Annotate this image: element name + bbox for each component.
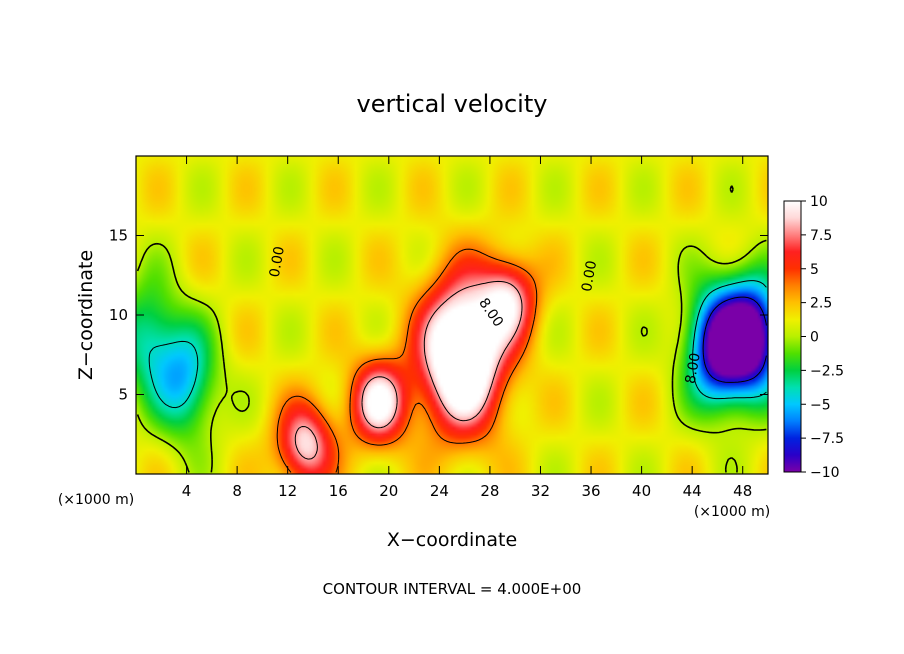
contour-line — [294, 280, 523, 460]
colorbar-tick-label: 5 — [810, 262, 819, 278]
contour-lines — [136, 185, 767, 473]
x-tick-label: 28 — [480, 482, 499, 500]
y-tick-label: 5 — [118, 386, 128, 404]
plot-area — [136, 156, 768, 474]
colorbar-tick-label: 10 — [810, 194, 828, 210]
colorbar: 10 7.5 5 2.5 0 −2.5 −5 −7.5 −10 — [783, 194, 844, 481]
chart-title: vertical velocity — [357, 90, 548, 118]
contour-label: 0.00 — [267, 245, 288, 278]
x-tick-label: 36 — [581, 482, 600, 500]
colorbar-gradient — [784, 201, 801, 472]
contour-label: 0.00 — [579, 259, 600, 292]
contour-interval-note: CONTOUR INTERVAL = 4.000E+00 — [323, 580, 582, 598]
y-tick-label: 15 — [109, 227, 128, 245]
contour-line — [276, 248, 538, 473]
colorbar-tick-label: 0 — [810, 330, 819, 346]
colorbar-tick-label: −10 — [810, 465, 840, 481]
y-axis-title: Z−coordinate — [75, 250, 97, 380]
contour-line — [702, 296, 767, 383]
colorbar-tick-label: −5 — [810, 397, 831, 413]
x-tick-label: 12 — [278, 482, 297, 500]
y-tick-label: 10 — [109, 306, 128, 324]
contour-line — [136, 185, 767, 473]
heatmap-field — [136, 156, 768, 474]
colorbar-tick-label: 7.5 — [810, 228, 832, 244]
x-tick-label: 44 — [683, 482, 702, 500]
colorbar-tick-label: −2.5 — [810, 363, 844, 379]
x-tick-label: 40 — [632, 482, 651, 500]
x-unit-left: (×1000 m) — [58, 492, 134, 508]
x-tick-label: 8 — [232, 482, 242, 500]
y-axis: 5 10 15 — [109, 227, 768, 404]
x-tick-label: 32 — [531, 482, 550, 500]
x-tick-label: 4 — [182, 482, 192, 500]
x-tick-label: 16 — [329, 482, 348, 500]
contour-label: 8.00 — [683, 352, 704, 385]
x-tick-label: 20 — [379, 482, 398, 500]
x-unit-right: (×1000 m) — [694, 504, 770, 520]
x-axis: 4 8 12 16 20 24 28 32 36 40 44 48 — [182, 156, 752, 500]
colorbar-ticks: 10 7.5 5 2.5 0 −2.5 −5 −7.5 −10 — [801, 194, 844, 481]
colorbar-tick-label: 2.5 — [810, 296, 832, 312]
contour-line — [148, 280, 767, 409]
colorbar-tick-label: −7.5 — [810, 431, 844, 447]
x-axis-title: X−coordinate — [387, 529, 517, 551]
x-tick-label: 48 — [733, 482, 752, 500]
x-tick-label: 24 — [430, 482, 449, 500]
